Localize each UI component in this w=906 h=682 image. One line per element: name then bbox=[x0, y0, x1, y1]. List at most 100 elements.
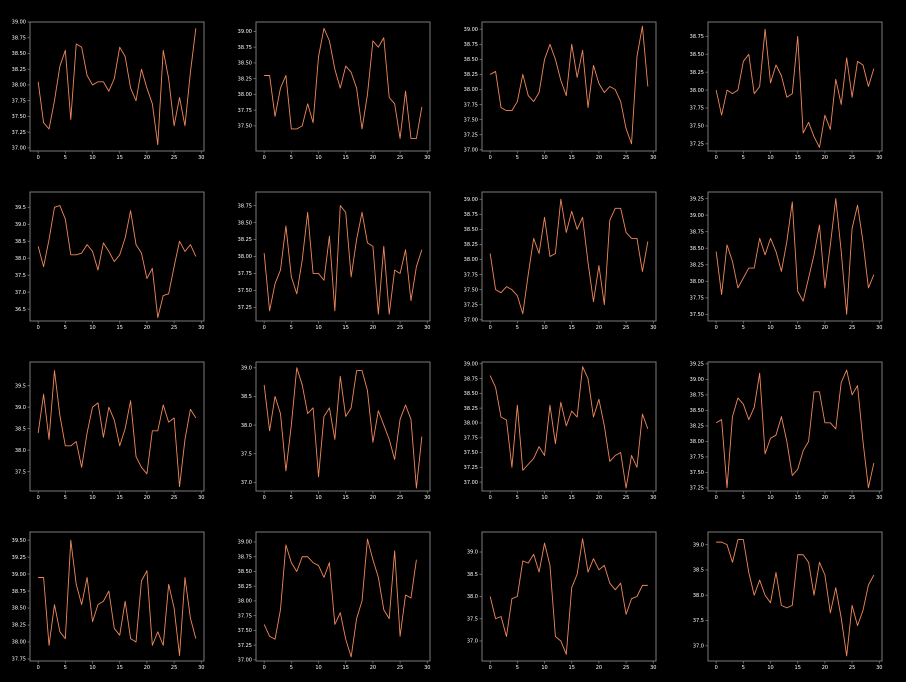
y-tick-label: 38.75 bbox=[12, 589, 26, 595]
y-tick-label: 38.50 bbox=[464, 391, 478, 397]
x-tick-label: 30 bbox=[198, 665, 204, 671]
x-tick-label: 10 bbox=[315, 665, 321, 671]
chart-panel-13: 0 5 10 15 20 25 30 37.75 38.00 38.25 38.50 38.75 39.… bbox=[12, 531, 205, 671]
x-tick-label: 0 bbox=[715, 495, 718, 501]
x-tick-label: 15 bbox=[343, 155, 349, 161]
chart-panel-15: 0 5 10 15 20 25 30 37.0 37.5 38.0 38.5 39.0 bbox=[467, 531, 657, 671]
y-tick-label: 37.75 bbox=[464, 272, 478, 278]
plot-frame bbox=[707, 21, 883, 152]
y-tick-label: 38.25 bbox=[12, 623, 26, 629]
x-tick-label: 5 bbox=[64, 495, 67, 501]
plot-frame bbox=[481, 531, 657, 662]
y-tick-label: 37.75 bbox=[464, 435, 478, 441]
y-tick-label: 38.00 bbox=[12, 83, 26, 89]
x-tick-label: 30 bbox=[198, 325, 204, 331]
y-tick-label: 37.75 bbox=[238, 108, 252, 114]
y-tick-label: 38.25 bbox=[690, 424, 704, 430]
x-tick-label: 5 bbox=[742, 495, 745, 501]
y-tick-label: 37.50 bbox=[238, 124, 252, 130]
y-tick-label: 39.0 bbox=[241, 365, 252, 371]
y-tick-label: 39.25 bbox=[690, 196, 704, 202]
x-tick-label: 25 bbox=[171, 665, 177, 671]
y-tick-label: 37.25 bbox=[464, 302, 478, 308]
y-tick-label: 37.75 bbox=[690, 106, 704, 112]
x-tick-label: 30 bbox=[876, 665, 882, 671]
y-tick-label: 38.5 bbox=[693, 568, 704, 574]
y-tick-label: 37.00 bbox=[464, 480, 478, 486]
x-tick-label: 20 bbox=[822, 325, 828, 331]
y-tick-label: 38.00 bbox=[464, 257, 478, 263]
y-tick-label: 38.75 bbox=[12, 35, 26, 41]
series-line bbox=[263, 205, 423, 315]
x-tick-label: 0 bbox=[489, 155, 492, 161]
x-tick-label: 30 bbox=[650, 325, 656, 331]
y-tick-label: 38.25 bbox=[238, 237, 252, 243]
x-tick-label: 20 bbox=[144, 155, 150, 161]
plot-frame bbox=[481, 191, 657, 322]
y-tick-label: 37.50 bbox=[690, 470, 704, 476]
x-tick-label: 25 bbox=[849, 155, 855, 161]
series-line bbox=[264, 27, 423, 139]
y-tick-label: 38.75 bbox=[690, 393, 704, 399]
y-tick-label: 38.50 bbox=[12, 606, 26, 612]
chart-panel-12: 0 5 10 15 20 25 30 37.25 37.50 37.75 38.00 38.25 38.… bbox=[690, 361, 883, 501]
x-tick-label: 10 bbox=[315, 495, 321, 501]
chart-panel-3: 0 5 10 15 20 25 30 37.00 37.25 37.50 37.75 38.00 38.… bbox=[464, 21, 657, 161]
x-tick-label: 10 bbox=[541, 665, 547, 671]
y-tick-label: 37.75 bbox=[238, 271, 252, 277]
y-tick-label: 38.50 bbox=[690, 246, 704, 252]
y-tick-label: 37.00 bbox=[12, 146, 26, 152]
x-tick-label: 20 bbox=[144, 495, 150, 501]
y-tick-label: 39.00 bbox=[238, 29, 252, 35]
x-tick-label: 10 bbox=[541, 155, 547, 161]
series-line bbox=[37, 28, 197, 146]
y-tick-label: 37.75 bbox=[690, 296, 704, 302]
x-tick-label: 5 bbox=[290, 155, 293, 161]
x-tick-label: 5 bbox=[516, 155, 519, 161]
y-tick-label: 39.0 bbox=[467, 550, 478, 556]
x-tick-label: 10 bbox=[89, 155, 95, 161]
x-tick-label: 10 bbox=[315, 155, 321, 161]
x-tick-label: 0 bbox=[489, 665, 492, 671]
series-line bbox=[489, 25, 649, 145]
x-tick-label: 5 bbox=[516, 495, 519, 501]
y-tick-label: 37.75 bbox=[238, 613, 252, 619]
x-tick-label: 10 bbox=[89, 495, 95, 501]
y-tick-label: 38.50 bbox=[238, 61, 252, 67]
y-tick-label: 37.00 bbox=[238, 658, 252, 664]
x-tick-label: 25 bbox=[849, 325, 855, 331]
x-tick-label: 10 bbox=[767, 495, 773, 501]
x-tick-label: 0 bbox=[37, 325, 40, 331]
y-tick-label: 37.25 bbox=[238, 305, 252, 311]
y-tick-label: 37.5 bbox=[693, 618, 704, 624]
y-tick-label: 37.0 bbox=[15, 290, 26, 296]
x-tick-label: 0 bbox=[263, 665, 266, 671]
y-tick-label: 39.0 bbox=[693, 542, 704, 548]
series-line bbox=[38, 539, 197, 657]
y-tick-label: 39.00 bbox=[464, 197, 478, 203]
chart-panel-10: 0 5 10 15 20 25 30 37.0 37.5 38.0 38.5 39.0 bbox=[241, 361, 431, 501]
x-tick-label: 30 bbox=[424, 495, 430, 501]
y-tick-label: 38.25 bbox=[464, 72, 478, 78]
plot-frame bbox=[255, 531, 431, 662]
x-tick-label: 25 bbox=[623, 495, 629, 501]
x-tick-label: 15 bbox=[569, 495, 575, 501]
x-tick-label: 25 bbox=[171, 325, 177, 331]
y-tick-label: 38.25 bbox=[238, 76, 252, 82]
y-tick-label: 37.50 bbox=[464, 287, 478, 293]
chart-panel-4: 0 5 10 15 20 25 30 37.25 37.50 37.75 38.00 38.25 38.… bbox=[690, 21, 883, 161]
plot-frame bbox=[707, 361, 883, 492]
plot-frame bbox=[29, 531, 205, 662]
y-tick-label: 38.25 bbox=[690, 262, 704, 268]
y-tick-label: 39.00 bbox=[12, 572, 26, 578]
x-tick-label: 20 bbox=[596, 665, 602, 671]
plot-frame bbox=[255, 21, 431, 152]
y-tick-label: 37.75 bbox=[690, 455, 704, 461]
y-tick-label: 39.5 bbox=[15, 383, 26, 389]
y-tick-label: 38.25 bbox=[238, 584, 252, 590]
series-line bbox=[263, 538, 417, 658]
x-tick-label: 25 bbox=[397, 665, 403, 671]
y-tick-label: 38.25 bbox=[12, 67, 26, 73]
y-tick-label: 37.5 bbox=[15, 469, 26, 475]
